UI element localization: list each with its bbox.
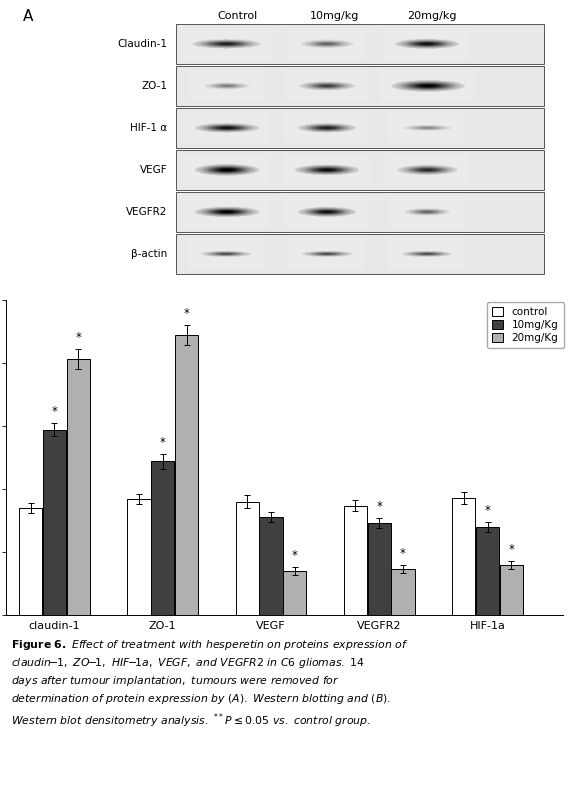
Text: Control: Control (217, 11, 257, 21)
Bar (175, 335, 198, 615)
Legend: control, 10mg/Kg, 20mg/Kg: control, 10mg/Kg, 20mg/Kg (486, 302, 564, 349)
Bar (67, 359, 90, 615)
Bar (176, 150, 544, 190)
Bar (368, 523, 391, 615)
Bar (476, 527, 499, 615)
Bar (452, 498, 475, 615)
Text: VEGFR2: VEGFR2 (126, 207, 167, 217)
Text: VEGF: VEGF (140, 165, 167, 175)
Bar (176, 24, 544, 64)
Bar (236, 502, 259, 615)
Text: *: * (400, 547, 406, 560)
Text: A: A (22, 10, 33, 25)
Text: *: * (75, 331, 81, 344)
Bar (127, 499, 151, 615)
Text: *: * (160, 436, 166, 449)
Text: HIF-1 α: HIF-1 α (130, 123, 167, 133)
Bar (176, 108, 544, 148)
Text: *: * (51, 405, 57, 418)
Bar (19, 508, 42, 615)
Text: β-actin: β-actin (131, 249, 167, 259)
Text: ZO-1: ZO-1 (142, 81, 167, 91)
Text: *: * (184, 306, 189, 320)
Bar (283, 571, 307, 615)
Text: Claudin-1: Claudin-1 (117, 39, 167, 49)
Text: $\mathbf{Figure\ 6.}$ $\mathit{Effect\ of\ treatment\ with\ hesperetin\ on\ prot: $\mathbf{Figure\ 6.}$ $\mathit{Effect\ o… (11, 638, 409, 730)
Text: *: * (376, 500, 382, 513)
Bar (151, 461, 174, 615)
Bar (344, 506, 367, 615)
Bar (259, 517, 283, 615)
Bar (176, 192, 544, 232)
Text: *: * (485, 504, 490, 517)
Text: *: * (508, 543, 514, 556)
Bar (43, 430, 66, 615)
Bar (176, 234, 544, 274)
Text: 10mg/kg: 10mg/kg (310, 11, 360, 21)
Bar (391, 569, 415, 615)
Bar (500, 565, 523, 615)
Text: 20mg/kg: 20mg/kg (407, 11, 457, 21)
Text: *: * (292, 549, 298, 562)
Bar (176, 66, 544, 106)
